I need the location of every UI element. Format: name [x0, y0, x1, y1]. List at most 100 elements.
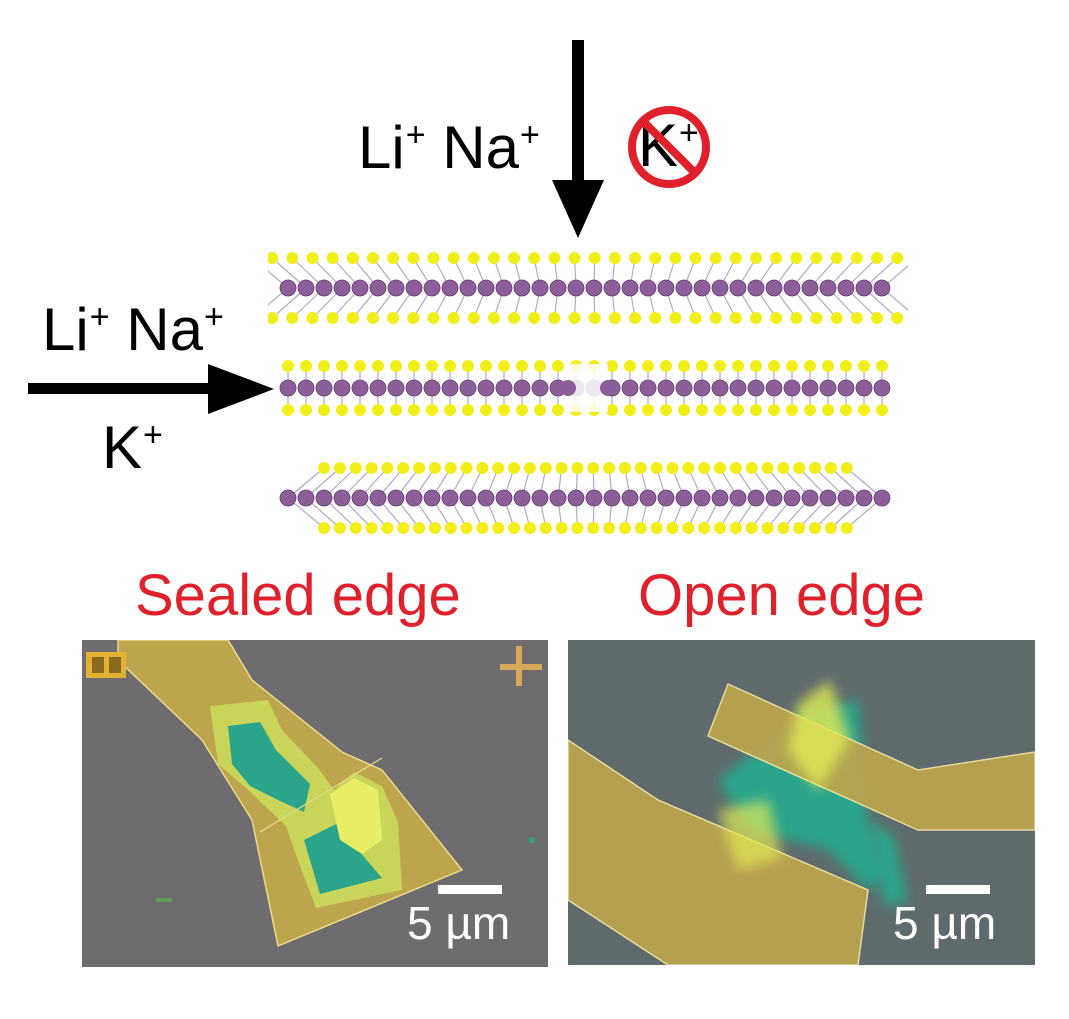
- sulfur-atom: [588, 252, 601, 264]
- sulfur-atom: [516, 404, 528, 416]
- sulfur-atom: [786, 360, 798, 372]
- sulfur-atom: [891, 312, 904, 324]
- sulfur-atom: [548, 312, 561, 324]
- sulfur-atom: [487, 312, 500, 324]
- sulfur-atom: [822, 360, 834, 372]
- metal-atom: [621, 379, 639, 397]
- sulfur-atom: [555, 462, 568, 474]
- sulfur-atom: [366, 252, 379, 264]
- metal-atom: [675, 379, 693, 397]
- sulfur-atom: [476, 462, 489, 474]
- metal-atom: [459, 379, 477, 397]
- sulfur-atom: [729, 312, 742, 324]
- sulfur-atom: [444, 462, 457, 474]
- sulfur-atom: [729, 522, 742, 534]
- sulfur-atom: [365, 522, 378, 534]
- side-ions-row2: K+: [102, 414, 163, 481]
- sulfur-atom: [830, 312, 843, 324]
- sulfur-atom: [372, 404, 384, 416]
- sulfur-atom: [568, 312, 581, 324]
- sulfur-atom: [508, 522, 521, 534]
- sulfur-atom: [413, 522, 426, 534]
- metal-atom: [603, 489, 621, 507]
- metal-atom: [639, 279, 657, 297]
- metal-atom: [351, 379, 369, 397]
- metal-atom: [621, 489, 639, 507]
- sulfur-atom: [689, 312, 702, 324]
- sulfur-atom: [689, 252, 702, 264]
- sulfur-atom: [804, 360, 816, 372]
- sulfur-atom: [413, 462, 426, 474]
- metal-atom: [333, 379, 351, 397]
- sulfur-atom: [462, 404, 474, 416]
- sulfur-atom: [568, 252, 581, 264]
- metal-atom: [567, 279, 585, 297]
- metal-atom: [549, 489, 567, 507]
- right-panel-title: Open edge: [638, 563, 926, 628]
- sulfur-atom: [408, 404, 420, 416]
- sulfur-atom: [618, 522, 631, 534]
- metal-atom: [819, 279, 837, 297]
- sulfur-atom: [534, 404, 546, 416]
- sulfur-atom: [634, 462, 647, 474]
- sulfur-atom: [366, 312, 379, 324]
- sulfur-atom: [660, 360, 672, 372]
- metal-atom: [639, 379, 657, 397]
- sulfur-atom: [714, 360, 726, 372]
- sulfur-atom: [306, 312, 319, 324]
- metal-atom: [387, 279, 405, 297]
- sulfur-atom: [709, 312, 722, 324]
- sulfur-atom: [649, 252, 662, 264]
- sulfur-atom: [698, 522, 711, 534]
- metal-atom: [747, 379, 765, 397]
- metal-atom: [423, 279, 441, 297]
- sulfur-atom: [810, 252, 823, 264]
- sulfur-atom: [666, 462, 679, 474]
- sulfur-atom: [770, 312, 783, 324]
- metal-atom: [459, 489, 477, 507]
- metal-atom: [531, 489, 549, 507]
- sulfur-atom: [548, 252, 561, 264]
- metal-atom: [513, 279, 531, 297]
- metal-atom: [369, 279, 387, 297]
- metal-atom: [387, 489, 405, 507]
- metal-atom: [513, 489, 531, 507]
- sealed-edge-micrograph: 5 µm: [82, 640, 548, 967]
- sulfur-atom: [333, 522, 346, 534]
- metal-atom: [657, 379, 675, 397]
- sulfur-atom: [460, 522, 473, 534]
- sulfur-atom: [447, 312, 460, 324]
- sulfur-atom: [306, 252, 319, 264]
- sulfur-atom: [447, 252, 460, 264]
- sulfur-atom: [745, 462, 758, 474]
- sulfur-atom: [408, 360, 420, 372]
- sulfur-atom: [588, 312, 601, 324]
- metal-atom: [513, 379, 531, 397]
- sulfur-atom: [336, 404, 348, 416]
- open-edge-image: [568, 680, 1035, 965]
- metal-atom: [351, 489, 369, 507]
- metal-atom: [531, 379, 549, 397]
- sulfur-atom: [732, 404, 744, 416]
- sulfur-atom: [793, 462, 806, 474]
- metal-atom: [801, 489, 819, 507]
- sulfur-atom: [487, 252, 500, 264]
- metal-atom: [765, 279, 783, 297]
- sulfur-atom: [326, 312, 339, 324]
- sulfur-atom: [840, 522, 853, 534]
- metal-atom: [369, 379, 387, 397]
- sulfur-atom: [336, 360, 348, 372]
- metal-atom: [675, 279, 693, 297]
- metal-atom: [297, 379, 315, 397]
- sulfur-atom: [300, 360, 312, 372]
- sulfur-atom: [850, 252, 863, 264]
- sulfur-atom: [426, 404, 438, 416]
- metal-atom: [477, 279, 495, 297]
- sulfur-atom: [876, 404, 888, 416]
- sulfur-atom: [608, 312, 621, 324]
- metal-atom: [405, 279, 423, 297]
- sulfur-atom: [830, 252, 843, 264]
- sulfur-atom: [858, 404, 870, 416]
- sulfur-atom: [539, 522, 552, 534]
- metal-atom: [855, 379, 873, 397]
